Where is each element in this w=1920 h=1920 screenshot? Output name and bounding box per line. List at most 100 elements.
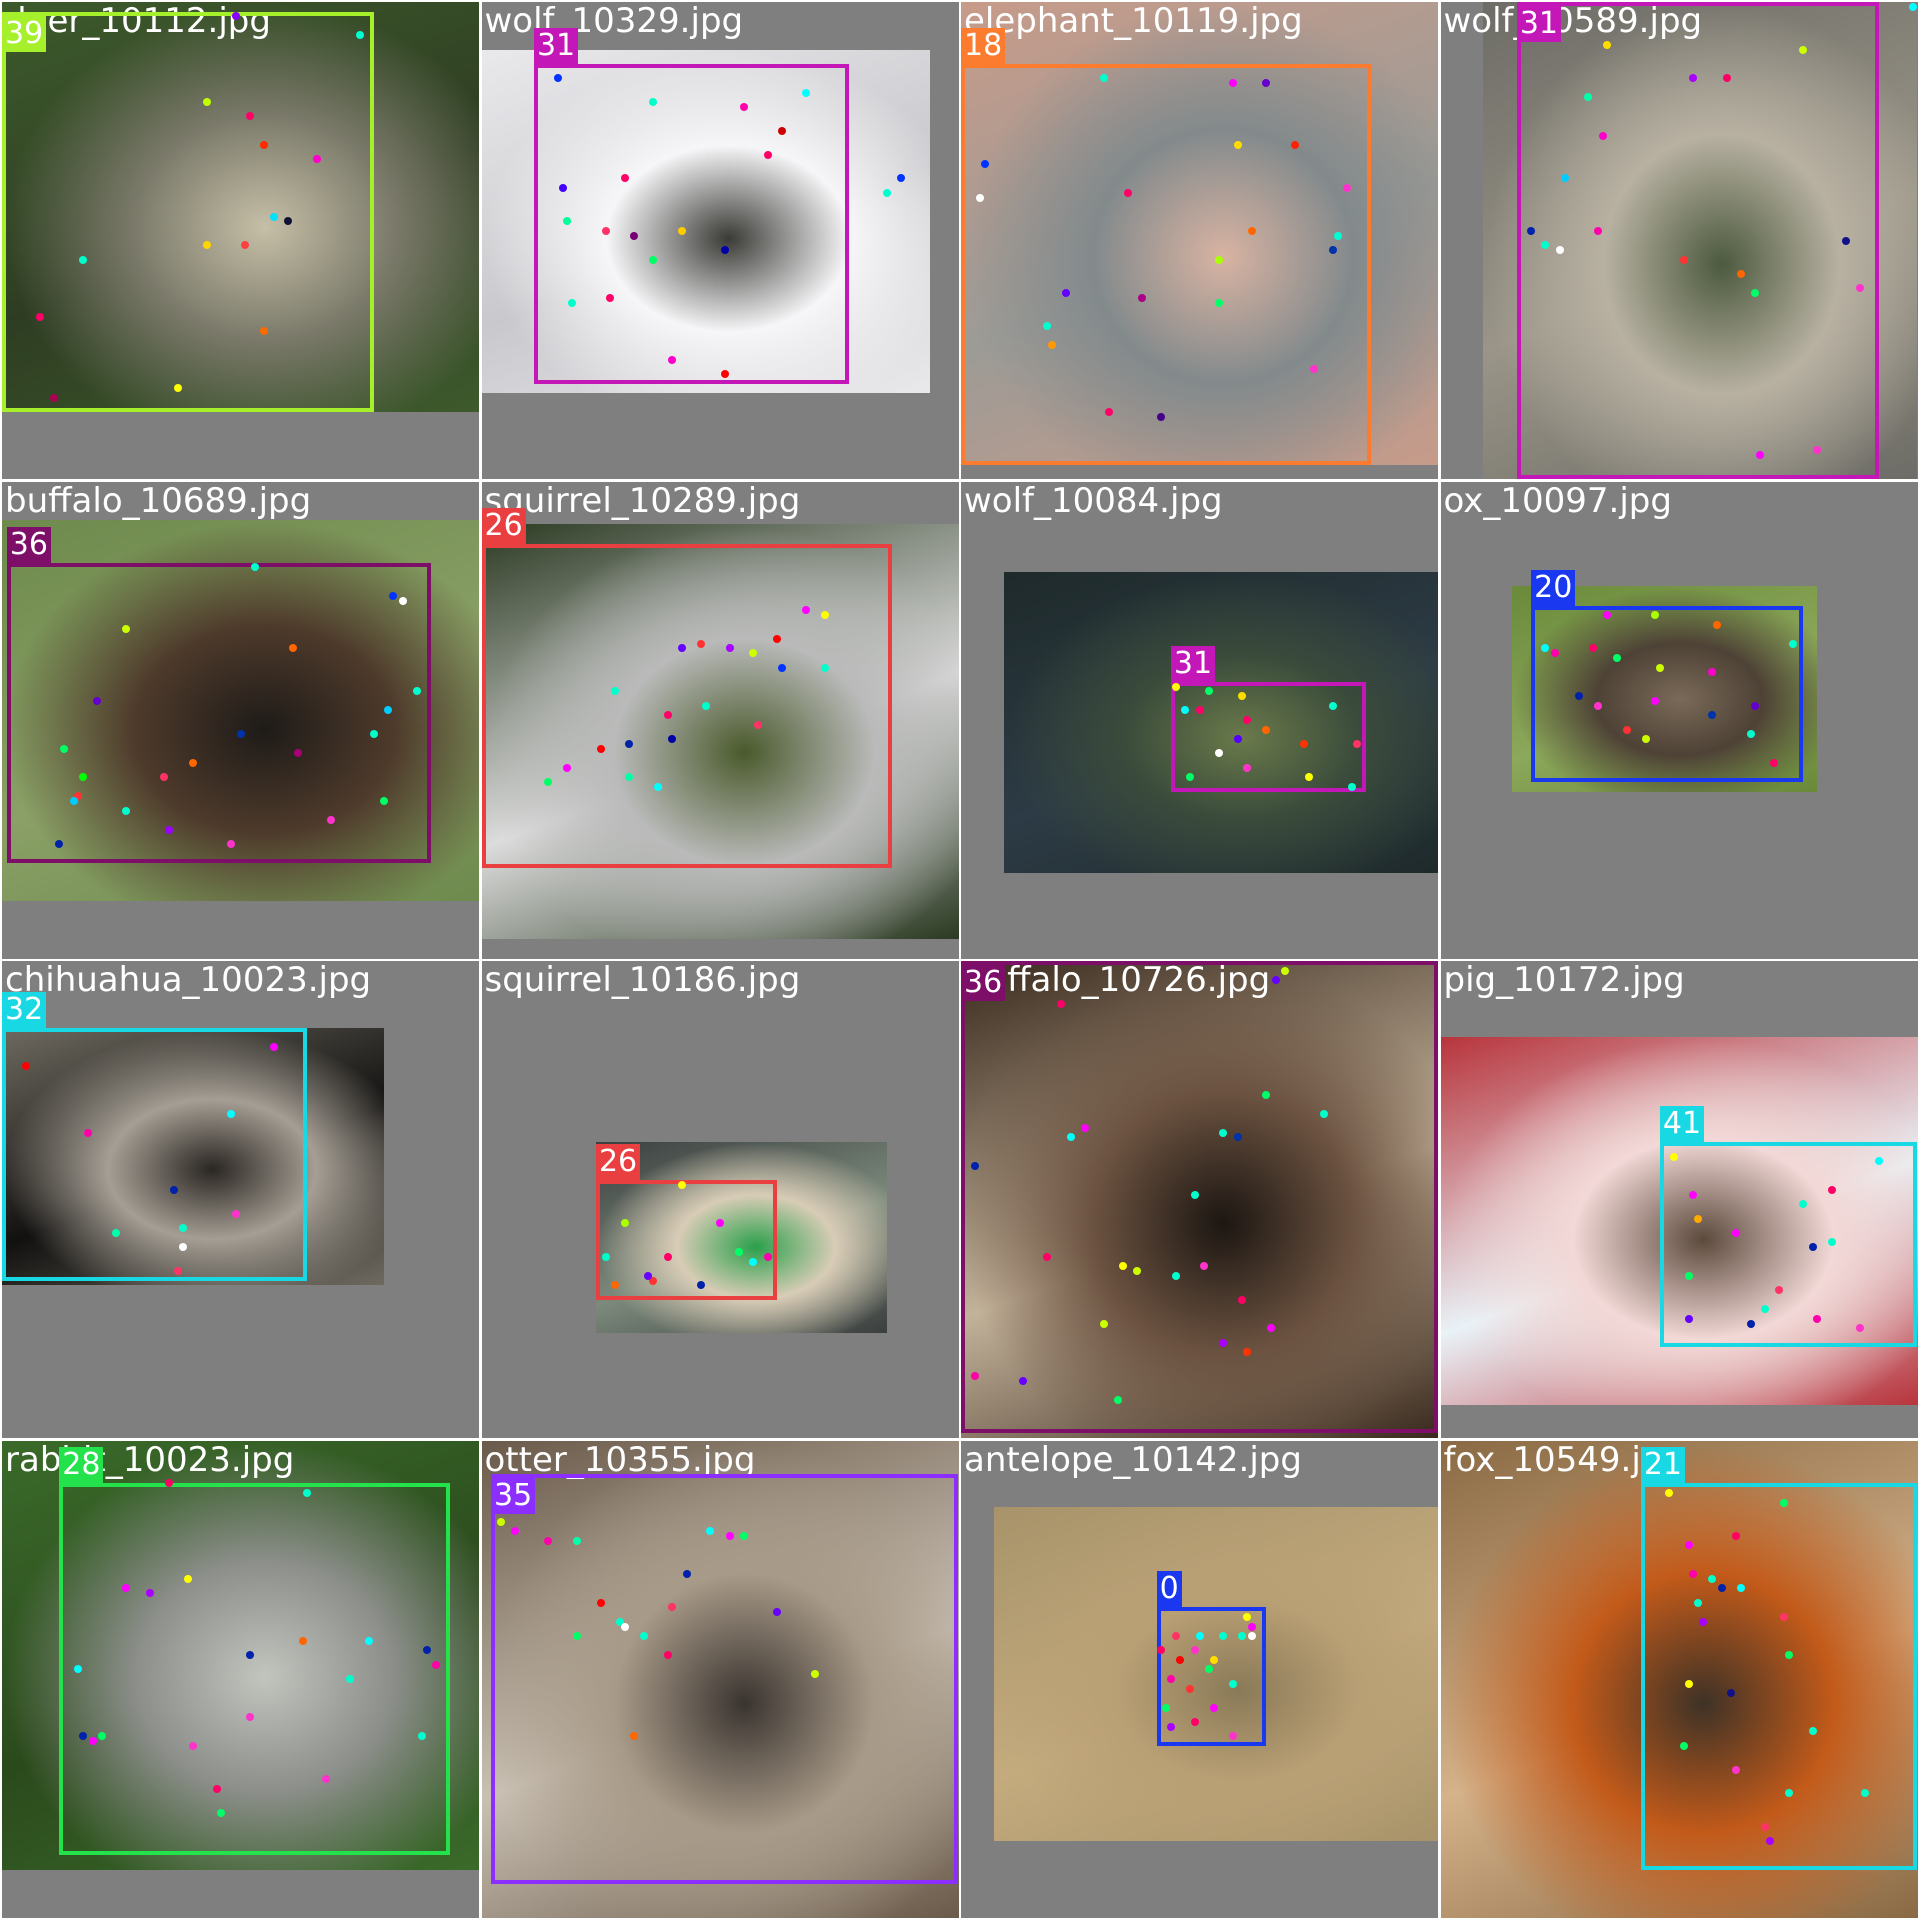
keypoint-dot (1684, 1679, 1693, 1688)
keypoint-dot (1247, 226, 1256, 235)
keypoint-dot (246, 1651, 255, 1660)
keypoint-dot (572, 1536, 581, 1545)
keypoint-dot (226, 840, 235, 849)
keypoint-dot (971, 1162, 980, 1171)
keypoint-dot (682, 1570, 691, 1579)
mosaic-tile: wolf_10589.jpg 31 (1440, 2, 1918, 479)
keypoint-dot (677, 226, 686, 235)
keypoint-dot (169, 1185, 178, 1194)
keypoint-dot (1684, 1271, 1693, 1280)
keypoint-dot (389, 591, 398, 600)
keypoint-dot (1694, 1214, 1703, 1223)
keypoint-dot (1352, 739, 1361, 748)
filename-label: elephant_10119.jpg (964, 2, 1303, 41)
keypoint-dot (122, 1584, 131, 1593)
keypoint-dot (174, 1267, 183, 1276)
keypoint-dot (1598, 131, 1607, 140)
keypoint-dot (284, 217, 293, 226)
class-id-tag: 32 (2, 991, 47, 1028)
keypoint-dot (1190, 1717, 1199, 1726)
keypoint-dot (625, 739, 634, 748)
keypoint-dot (1732, 1531, 1741, 1540)
filename-label: buffalo_10726.jpg (964, 961, 1271, 1000)
keypoint-dot (1694, 1598, 1703, 1607)
keypoint-dot (510, 1527, 519, 1536)
keypoint-dot (563, 217, 572, 226)
photo-thumbnail (961, 2, 1438, 465)
keypoint-dot (236, 730, 245, 739)
keypoint-dot (1195, 706, 1204, 715)
keypoint-dot (1593, 701, 1602, 710)
keypoint-dot (668, 1603, 677, 1612)
photo-thumbnail (2, 1027, 384, 1286)
keypoint-dot (1760, 1305, 1769, 1314)
keypoint-dot (1908, 2, 1917, 11)
keypoint-dot (1057, 999, 1066, 1008)
bounding-box: 41 (1659, 1106, 1918, 1348)
bounding-box: 39 (2, 11, 375, 413)
keypoint-dot (122, 625, 131, 634)
keypoint-dot (93, 696, 102, 705)
keypoint-dot (1195, 1632, 1204, 1641)
keypoint-dot (1708, 668, 1717, 677)
keypoint-dot (701, 701, 710, 710)
keypoint-dot (544, 1536, 553, 1545)
keypoint-dot (1670, 1152, 1679, 1161)
keypoint-dot (563, 763, 572, 772)
keypoint-dot (1190, 1646, 1199, 1655)
keypoint-dot (1333, 231, 1342, 240)
keypoint-dot (174, 384, 183, 393)
keypoint-dot (1727, 1689, 1736, 1698)
keypoint-dot (1119, 1262, 1128, 1271)
keypoint-dot (1684, 1541, 1693, 1550)
keypoint-dot (553, 74, 562, 83)
keypoint-dot (412, 687, 421, 696)
keypoint-dot (739, 1531, 748, 1540)
keypoint-dot (365, 1636, 374, 1645)
keypoint-dot (298, 1636, 307, 1645)
keypoint-dot (625, 773, 634, 782)
keypoint-dot (596, 744, 605, 753)
keypoint-dot (1560, 174, 1569, 183)
keypoint-dot (1081, 1123, 1090, 1132)
keypoint-dot (288, 644, 297, 653)
keypoint-dot (1042, 1252, 1051, 1261)
keypoint-dot (370, 730, 379, 739)
keypoint-dot (1808, 1727, 1817, 1736)
keypoint-dot (246, 112, 255, 121)
keypoint-dot (801, 88, 810, 97)
keypoint-dot (1808, 1243, 1817, 1252)
class-id-tag: 28 (59, 1447, 104, 1484)
keypoint-dot (763, 1252, 772, 1261)
keypoint-dot (55, 840, 64, 849)
keypoint-dot (749, 1257, 758, 1266)
keypoint-dot (773, 634, 782, 643)
keypoint-dot (398, 596, 407, 605)
keypoint-dot (422, 1646, 431, 1655)
keypoint-dot (1219, 1632, 1228, 1641)
keypoint-dot (1228, 79, 1237, 88)
photo-thumbnail (2, 2, 479, 413)
keypoint-dot (763, 150, 772, 159)
keypoint-dot (601, 226, 610, 235)
class-id-tag: 31 (1516, 6, 1561, 42)
class-id-tag: 0 (1156, 1571, 1182, 1608)
keypoint-dot (663, 711, 672, 720)
keypoint-dot (1243, 716, 1252, 724)
keypoint-dot (1200, 1262, 1209, 1271)
keypoint-dot (1856, 1324, 1865, 1333)
keypoint-dot (1827, 1238, 1836, 1247)
keypoint-dot (1228, 1679, 1237, 1688)
keypoint-dot (663, 1651, 672, 1660)
keypoint-dot (1166, 1722, 1175, 1731)
keypoint-dot (98, 1732, 107, 1741)
keypoint-dot (720, 370, 729, 379)
keypoint-dot (260, 141, 269, 150)
keypoint-dot (696, 1281, 705, 1290)
filename-label: squirrel_10186.jpg (484, 961, 801, 1000)
keypoint-dot (231, 12, 240, 21)
keypoint-dot (1813, 1314, 1822, 1323)
keypoint-dot (1319, 1109, 1328, 1118)
keypoint-dot (293, 749, 302, 758)
keypoint-dot (1233, 141, 1242, 150)
